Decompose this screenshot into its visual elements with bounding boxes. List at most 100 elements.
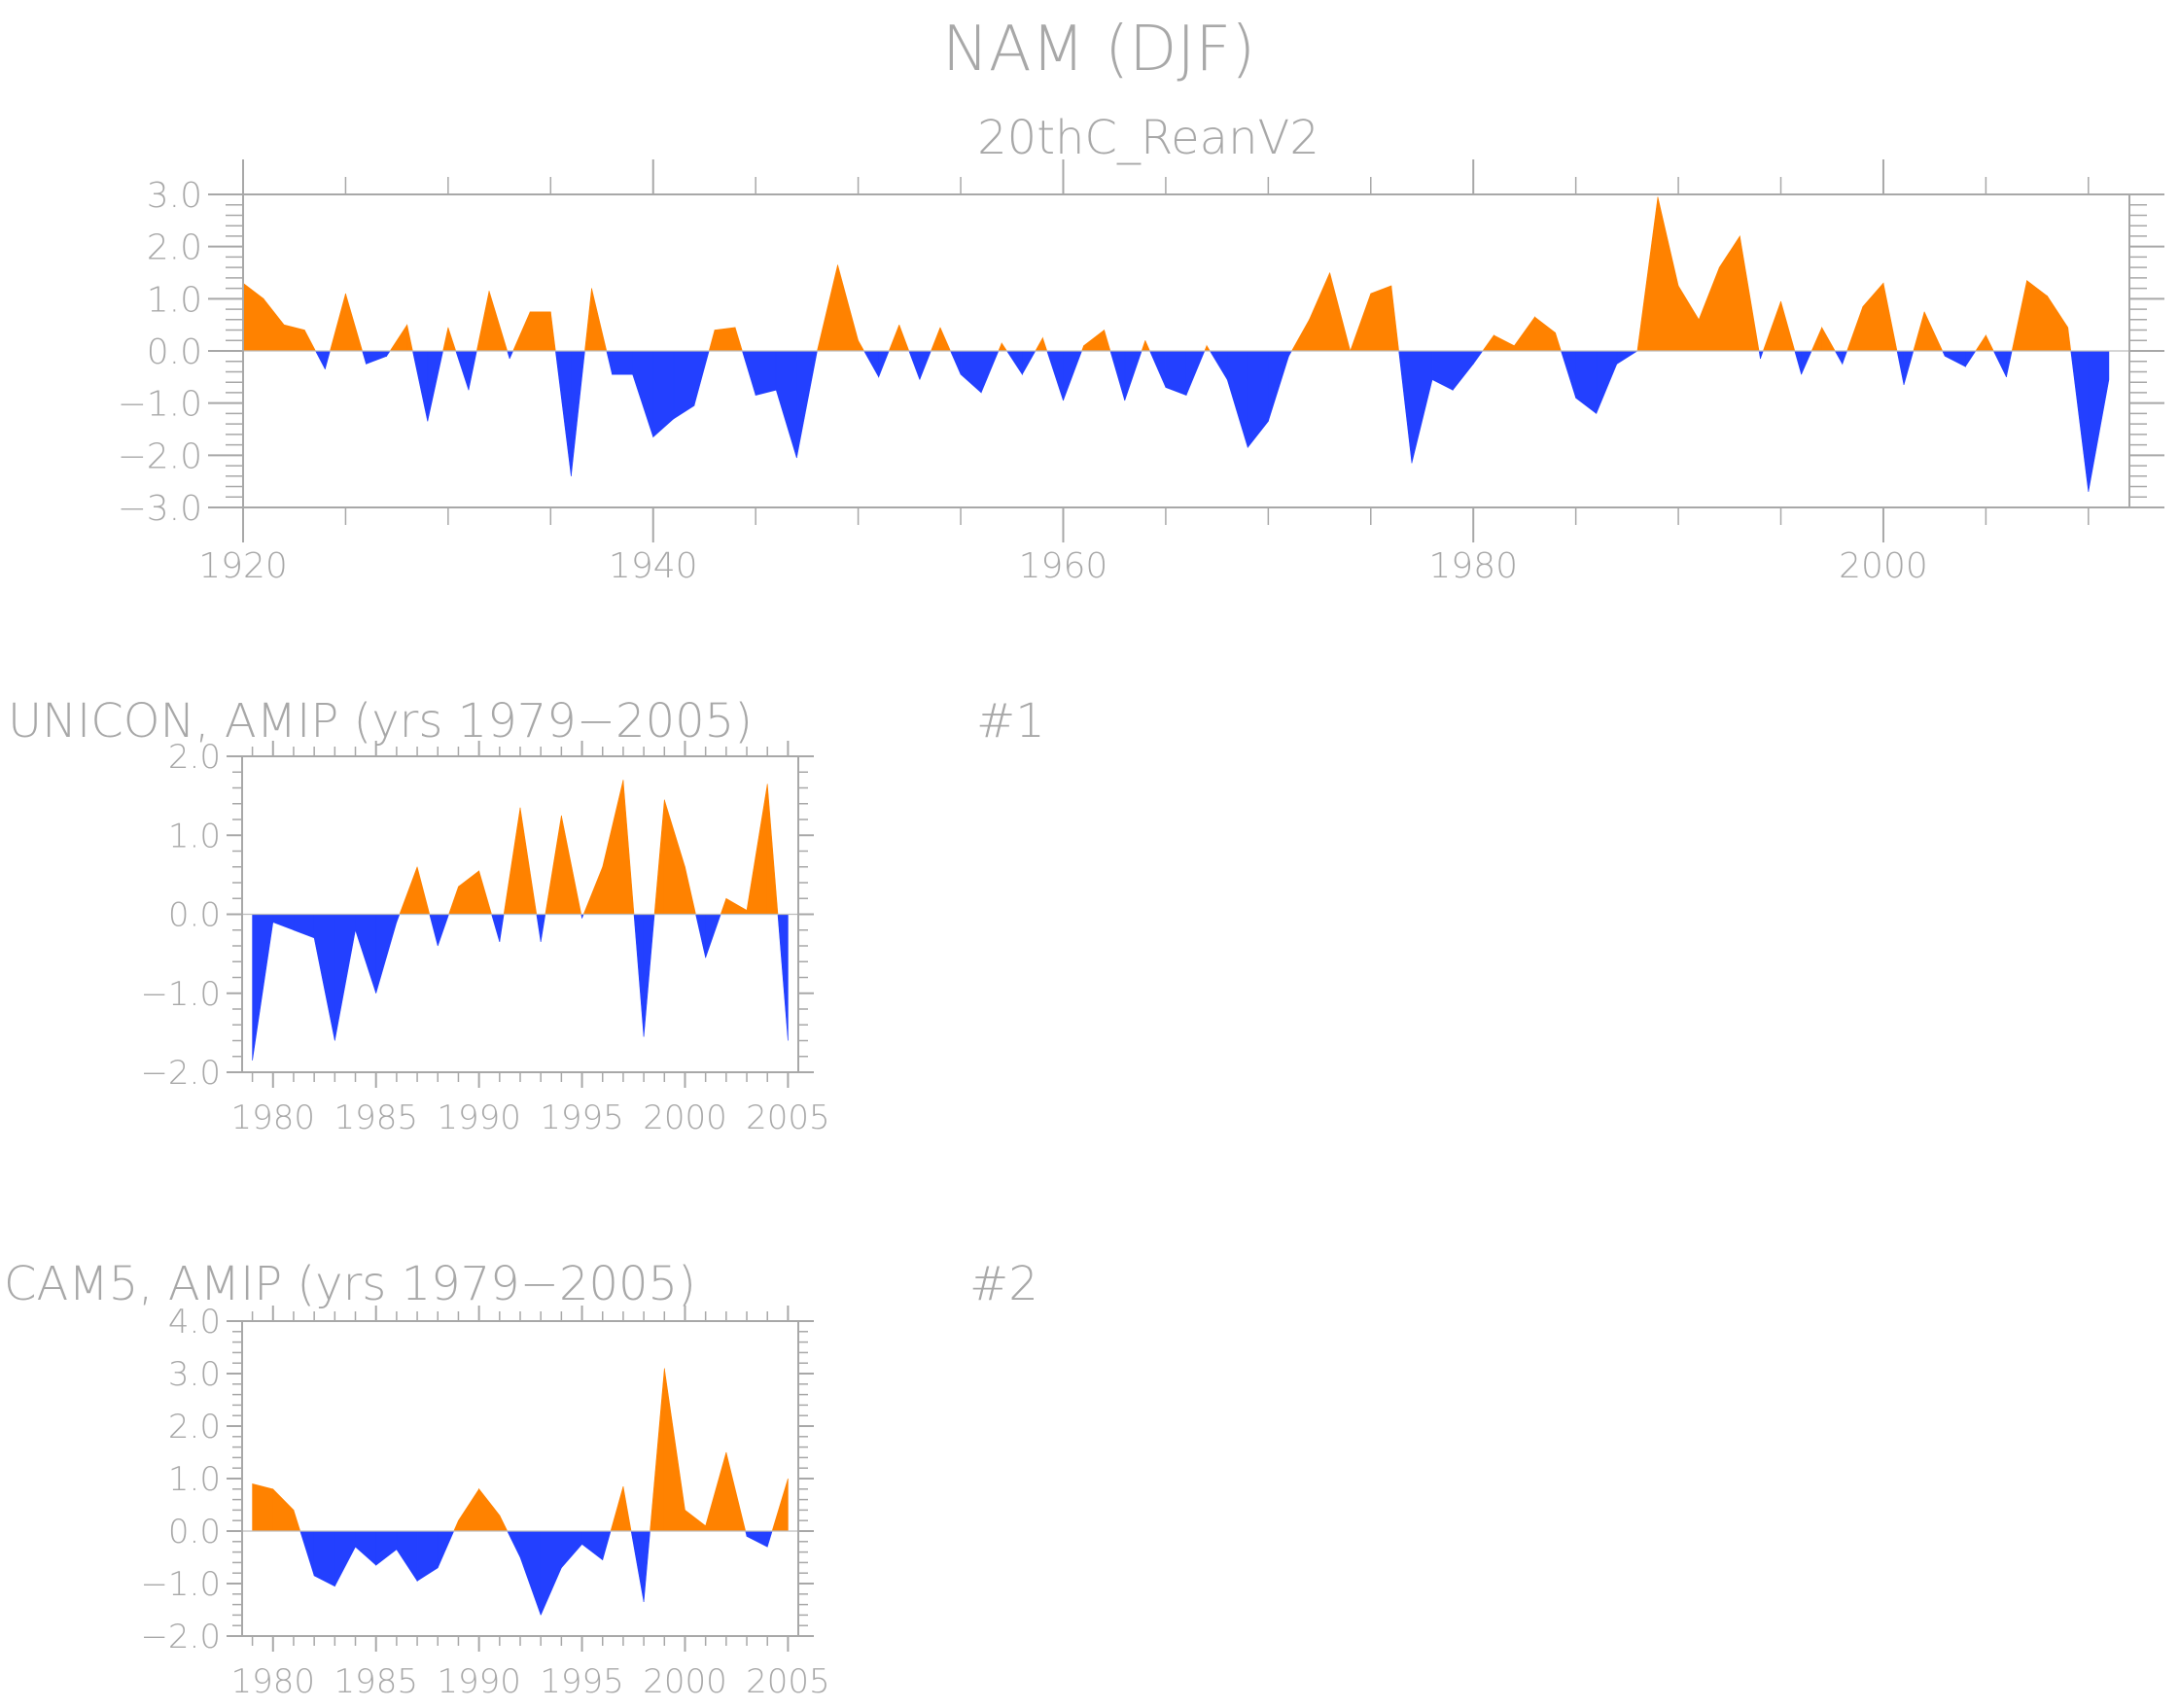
cam5-positive-area-12 <box>705 1451 727 1532</box>
reanv2-y-tick-label-0: 3.0 <box>147 176 202 216</box>
unicon-negative-area-6 <box>375 914 398 993</box>
reanv2-positive-area-14 <box>550 311 556 352</box>
unicon-positive-area-4 <box>478 870 492 915</box>
reanv2-negative-area-7 <box>455 350 470 391</box>
unicon-positive-area-12 <box>653 799 665 915</box>
reanv2-negative-area-45 <box>1411 350 1433 464</box>
unicon-positive-area-14 <box>685 866 696 915</box>
reanv2-y-tick-label-6: −3.0 <box>118 489 202 529</box>
reanv2-y-tick-label-1: 2.0 <box>147 228 202 268</box>
cam5-positive-area-3 <box>453 1520 459 1532</box>
cam5-y-tick-label-1: 3.0 <box>168 1355 221 1394</box>
reanv2-positive-area-40 <box>1329 272 1352 352</box>
reanv2-positive-area-1 <box>263 297 285 352</box>
reanv2-positive-area-5 <box>345 293 364 352</box>
reanv2-x-tick-label-3: 1980 <box>1428 546 1518 586</box>
reanv2-positive-area-22 <box>858 339 865 352</box>
reanv2-negative-area-23 <box>863 350 879 378</box>
unicon-negative-area-5 <box>355 914 377 993</box>
reanv2-positive-area-31 <box>1081 345 1084 352</box>
cam5-negative-area-8 <box>507 1530 521 1558</box>
unicon-negative-area-9 <box>437 914 449 947</box>
cam5-negative-area-10 <box>540 1530 562 1616</box>
unicon-negative-area-17 <box>643 914 655 1037</box>
cam5-negative-area-3 <box>355 1530 377 1566</box>
reanv2-positive-area-56 <box>1780 300 1796 352</box>
unicon-positive-area-1 <box>416 866 431 915</box>
reanv2-negative-area-28 <box>960 350 982 394</box>
unicon-positive-area-5 <box>503 807 521 915</box>
reanv2-positive-area-37 <box>1206 344 1211 352</box>
reanv2-positive-area-18 <box>714 327 736 352</box>
reanv2-positive-area-50 <box>1657 196 1679 352</box>
cam5-x-tick-label-2: 1990 <box>437 1662 521 1701</box>
unicon-negative-area-10 <box>491 914 501 943</box>
reanv2-positive-area-49 <box>1636 196 1659 352</box>
cam5-negative-area-1 <box>313 1530 335 1587</box>
unicon-positive-area-6 <box>519 807 538 915</box>
unicon-positive-area-8 <box>561 815 582 915</box>
reanv2-negative-area-6 <box>427 350 443 422</box>
reanv2-positive-area-12 <box>512 311 531 352</box>
cam5-negative-area-14 <box>630 1530 645 1602</box>
cam5-negative-area-17 <box>746 1530 768 1548</box>
panel-cam5-amip: CAM5, AMIP (yrs 1979−2005) #2 4.0 3.0 2.0 1… <box>4 1257 1038 1701</box>
reanv2-negative-area-20 <box>755 350 777 397</box>
reanv2-negative-area-60 <box>1903 350 1915 385</box>
reanv2-positive-area-68 <box>2047 295 2069 352</box>
reanv2-negative-area-56 <box>1801 350 1812 375</box>
reanv2-positive-area-47 <box>1534 316 1556 352</box>
reanv2-negative-area-51 <box>1596 350 1618 414</box>
reanv2-negative-area-10 <box>509 350 514 360</box>
unicon-positive-area-10 <box>602 780 624 915</box>
reanv2-negative-area-40 <box>1226 350 1248 448</box>
cam5-positive-area-14 <box>771 1478 789 1532</box>
unicon-negative-area-11 <box>499 914 505 942</box>
reanv2-negative-area-61 <box>1942 350 1946 357</box>
panel-title-unicon-amip: UNICON, AMIP (yrs 1979−2005) <box>8 694 753 749</box>
reanv2-positive-area-64 <box>1975 333 1986 352</box>
reanv2-y-tick-label-2: 1.0 <box>147 280 202 320</box>
reanv2-negative-area-21 <box>775 350 797 459</box>
reanv2-negative-area-3 <box>366 350 387 365</box>
reanv2-positive-area-57 <box>1810 327 1822 352</box>
unicon-negative-area-15 <box>581 914 584 919</box>
cam5-negative-area-6 <box>416 1530 439 1582</box>
reanv2-y-tick-label-4: −1.0 <box>118 385 202 425</box>
unicon-x-tick-label-2: 1990 <box>437 1098 521 1137</box>
unicon-x-tick-label-5: 2005 <box>746 1098 830 1137</box>
reanv2-negative-area-19 <box>741 350 756 396</box>
reanv2-positive-area-59 <box>1846 306 1864 352</box>
reanv2-x-tick-label-1: 1940 <box>609 546 698 586</box>
reanv2-positive-area-51 <box>1677 284 1700 352</box>
reanv2-negative-area-18 <box>693 350 710 406</box>
reanv2-positive-area-63 <box>1923 311 1944 352</box>
unicon-y-tick-label-0: 2.0 <box>168 738 221 777</box>
cam5-positive-area-9 <box>650 1368 665 1532</box>
reanv2-positive-area-35 <box>1144 340 1150 352</box>
unicon-y-tick-label-3: −1.0 <box>140 975 221 1014</box>
reanv2-negative-area-46 <box>1431 350 1454 391</box>
unicon-x-tick-label-4: 2000 <box>643 1098 727 1137</box>
unicon-positive-area-15 <box>720 898 727 915</box>
reanv2-negative-area-9 <box>507 350 510 360</box>
cam5-negative-area-2 <box>334 1530 356 1586</box>
reanv2-negative-area-38 <box>1185 350 1206 396</box>
reanv2-positive-area-45 <box>1494 334 1515 352</box>
unicon-positive-area-3 <box>458 870 479 915</box>
unicon-negative-area-19 <box>705 914 721 959</box>
unicon-negative-area-16 <box>633 914 645 1037</box>
reanv2-negative-area-47 <box>1452 350 1474 392</box>
reanv2-positive-area-41 <box>1350 293 1372 352</box>
cam5-y-tick-label-4: 0.0 <box>168 1513 221 1551</box>
figure-title: NAM (DJF) <box>942 14 1255 86</box>
reanv2-positive-area-30 <box>1042 337 1048 352</box>
unicon-positive-area-13 <box>663 799 685 915</box>
reanv2-negative-area-64 <box>1992 350 2007 377</box>
cam5-negative-area-13 <box>602 1530 612 1560</box>
cam5-negative-area-7 <box>437 1530 455 1568</box>
reanv2-negative-area-29 <box>980 350 1000 394</box>
reanv2-positive-area-7 <box>406 325 413 352</box>
cam5-negative-area-0 <box>299 1530 315 1576</box>
cam5-negative-area-11 <box>561 1530 582 1569</box>
